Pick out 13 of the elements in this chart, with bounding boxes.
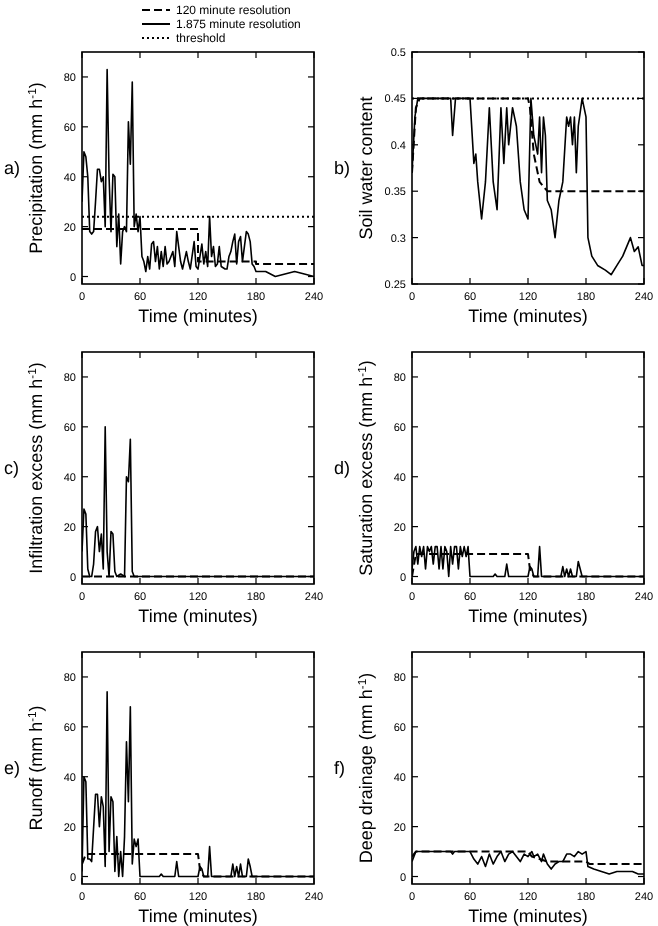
text: c) bbox=[4, 458, 19, 478]
x-axis-title: Time (minutes) bbox=[468, 306, 588, 326]
x-axis-title: Time (minutes) bbox=[468, 906, 588, 926]
text: b) bbox=[334, 158, 351, 178]
text: e) bbox=[4, 758, 21, 778]
y-axis-title: Soil water content bbox=[356, 95, 376, 240]
text: f) bbox=[334, 758, 345, 778]
text: d) bbox=[334, 458, 351, 478]
x-axis-title: Time (minutes) bbox=[138, 906, 258, 926]
x-axis-title: Time (minutes) bbox=[138, 306, 258, 326]
text: a) bbox=[4, 158, 21, 178]
x-axis-title: Time (minutes) bbox=[468, 606, 588, 626]
x-axis-title: Time (minutes) bbox=[138, 606, 258, 626]
